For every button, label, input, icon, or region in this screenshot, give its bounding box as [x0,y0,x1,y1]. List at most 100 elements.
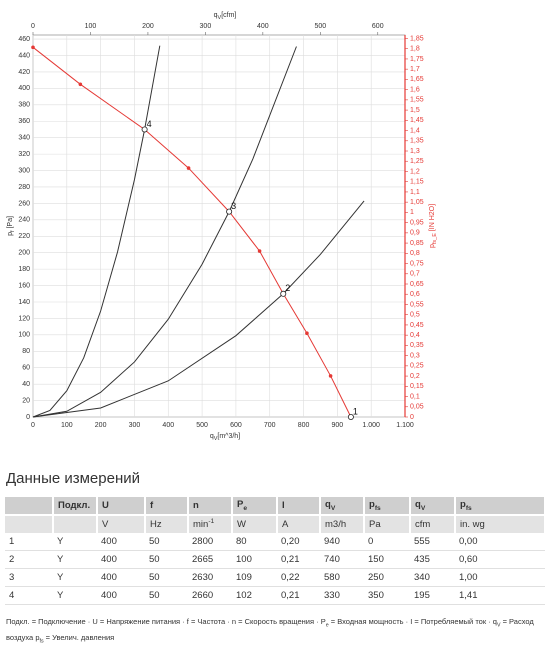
table-cell: 1,00 [455,568,545,587]
table-cell: 400 [97,533,145,551]
table-cell: f [145,497,189,515]
table-cell: 50 [145,533,188,551]
text-part: = Увелич. давления [43,632,115,642]
table-cell: 0,60 [455,550,545,569]
script-text: fs [465,504,472,512]
table-cell: 2630 [188,568,232,587]
label-part: [IN H2O] [429,204,436,233]
table-cell: 1 [5,533,53,551]
x2-tick-label: 300 [200,23,212,30]
table-row: 3 Y 400 50 2630 109 0,22 580 250 340 1,00 [5,568,545,587]
y2-tick-label: 0,45 [410,322,424,329]
subscript: V [218,15,222,21]
label-part: p [429,244,436,248]
table-cell: 50 [145,568,188,587]
table-cell: 80 [232,533,277,551]
table-cell: m3/h [320,514,365,533]
series-line [32,46,352,418]
y-tick-label: 260 [18,200,30,207]
y-tick-label: 140 [18,299,30,306]
footnote-item: qV = Расход воздуха [6,617,534,642]
y-tick-label: 360 [18,118,30,125]
table-cell: in. wg [455,514,546,533]
x-tick-label: 700 [264,422,276,429]
table-cell: min-1 [188,514,233,533]
table-cell: Pa [364,514,411,533]
table-cell: 435 [410,550,455,569]
x-tick-label: 1.100 [396,422,414,429]
text-part: n [231,617,237,626]
text-part: = Потребляемый ток · [412,617,493,626]
table-cell: 740 [320,550,364,569]
table-cell: 330 [320,586,364,605]
y2-tick-label: 0,6 [410,291,420,298]
table-cell: W [232,514,278,533]
table-cell: Hz [145,514,189,533]
point [31,45,35,50]
y2-tick-label: 1,2 [410,168,420,175]
table-cell: 50 [145,550,188,569]
table-cell: U [97,497,146,515]
text-part: = Расход воздуха [6,617,534,642]
x2-tick-label: 200 [142,23,154,30]
y2-tick-label: 1,45 [410,117,424,124]
y2-tick-label: 0,95 [410,219,424,226]
text-part: = Входная мощность · [328,617,411,626]
table-cell [53,514,98,533]
y2-tick-label: 1,85 [410,35,424,42]
y-tick-label: 320 [18,151,30,158]
table-cell: V [97,514,146,533]
text-part: I [410,617,413,626]
y-tick-label: 20 [22,397,30,404]
operating-point [226,208,233,215]
operating-point-label: 3 [231,201,236,211]
series-line [32,45,161,418]
subscript: V [214,436,218,442]
table-row: 1 Y 400 50 2800 80 0,20 940 0 555 0,00 [5,533,545,551]
y2-tick-label: 0,3 [410,352,420,359]
operating-point [280,290,287,297]
table-cell: cfm [410,514,456,533]
text-part: q [325,499,331,511]
table-cell: Y [53,533,97,551]
table-title: Данные измерений [6,470,140,487]
y-tick-label: 160 [18,282,30,289]
table-cell: 100 [232,550,277,569]
y-tick-label: 180 [18,266,30,273]
table-cell: 580 [320,568,364,587]
y2-tick-label: 0,8 [410,250,420,257]
script-text: e [325,622,329,629]
y-tick-label: 380 [18,102,30,109]
y-tick-label: 420 [18,69,30,76]
operating-point-label: 4 [147,119,152,129]
script-text: -1 [208,518,215,526]
footnote-item: Pe = Входная мощность · [321,617,411,629]
y-tick-label: 0 [26,414,30,421]
table-cell [5,514,54,533]
text-part: f [186,617,189,626]
text-part: p [460,499,466,511]
table-cell: 2660 [188,586,232,605]
footnote-item: f = Частота · [187,617,232,626]
table-cell: 340 [410,568,455,587]
table-cell: 150 [364,550,410,569]
point [328,374,333,378]
y2-tick-label: 0 [410,414,414,421]
y-tick-label: 400 [18,85,30,92]
subscript: f [10,230,16,232]
series-line [32,46,297,418]
x-tick-label: 1.000 [362,422,380,429]
x2-tick-label: 400 [257,23,269,30]
y2-tick-label: 0,85 [410,240,424,247]
text-part: q [415,499,421,511]
y2-tick-label: 1,25 [410,158,424,165]
y2-tick-label: 1,15 [410,179,424,186]
table-cell: 0,00 [455,533,545,551]
y2-tick-label: 1,6 [410,86,420,93]
x2-tick-label: 100 [85,23,97,30]
table-cell: 2 [5,550,53,569]
y-axis-label: pf [Pa] [7,216,17,236]
y2-tick-label: 0,05 [410,404,424,411]
